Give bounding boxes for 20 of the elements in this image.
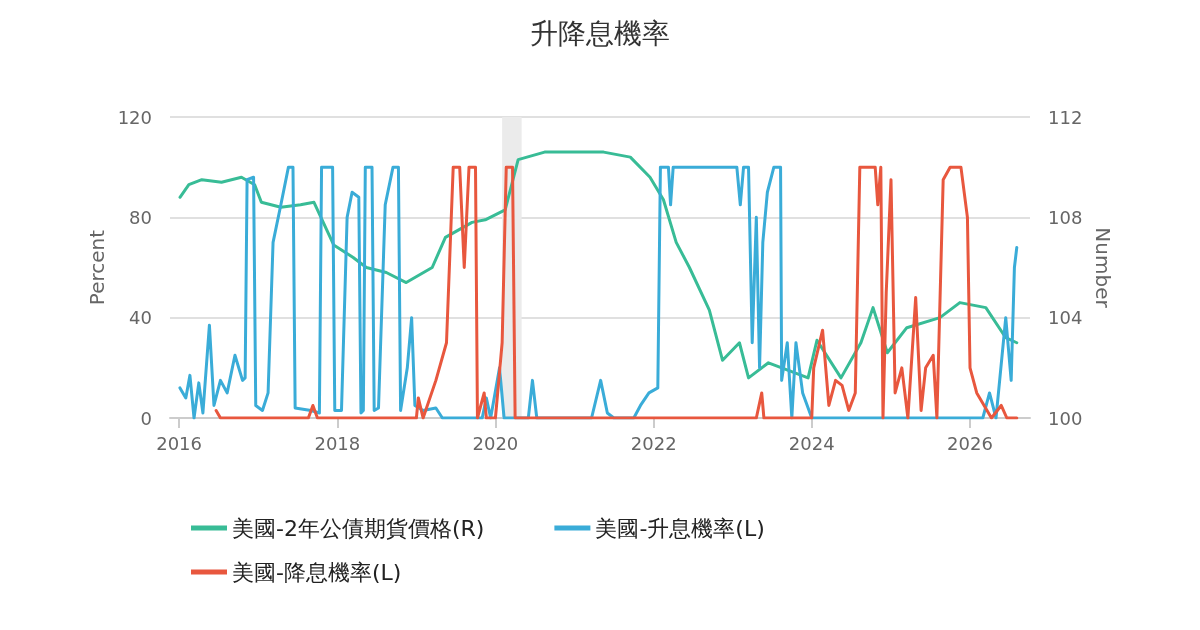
legend-label: 美國-降息機率(L)	[232, 559, 402, 585]
chart-title: 升降息機率	[530, 16, 670, 50]
x-tick-label: 2016	[156, 432, 202, 454]
y2-tick-label: 100	[1048, 407, 1083, 429]
y-tick-label: 0	[140, 407, 152, 429]
x-tick-label: 2024	[788, 432, 835, 454]
x-tick-label: 2026	[947, 432, 993, 454]
y2-tick-label: 104	[1048, 307, 1083, 329]
y2-axis-title: Number	[1091, 227, 1116, 309]
legend-label: 美國-2年公債期貨價格(R)	[232, 515, 485, 541]
x-tick-label: 2022	[630, 432, 677, 454]
y-tick-label: 40	[129, 307, 152, 329]
x-tick-label: 2020	[472, 432, 519, 454]
y2-tick-label: 108	[1048, 206, 1083, 228]
legend-label: 美國-升息機率(L)	[595, 515, 765, 541]
x-tick-label: 2018	[314, 432, 361, 454]
y-tick-label: 80	[129, 206, 152, 228]
y2-tick-label: 112	[1048, 106, 1083, 128]
y-tick-label: 120	[117, 106, 152, 128]
y-axis-title: Percent	[84, 229, 109, 306]
